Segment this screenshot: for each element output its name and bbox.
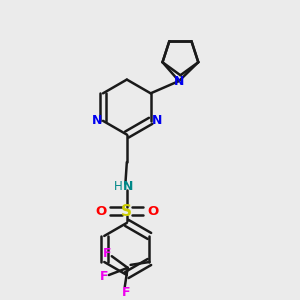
Text: O: O — [147, 205, 158, 218]
Text: O: O — [95, 205, 106, 218]
Text: N: N — [174, 74, 184, 88]
Text: F: F — [103, 248, 111, 260]
Text: N: N — [152, 114, 162, 127]
Text: S: S — [121, 204, 132, 219]
Text: N: N — [92, 114, 102, 127]
Text: F: F — [122, 286, 130, 299]
Text: F: F — [100, 270, 109, 283]
Text: N: N — [123, 180, 134, 193]
Text: H: H — [114, 180, 122, 193]
